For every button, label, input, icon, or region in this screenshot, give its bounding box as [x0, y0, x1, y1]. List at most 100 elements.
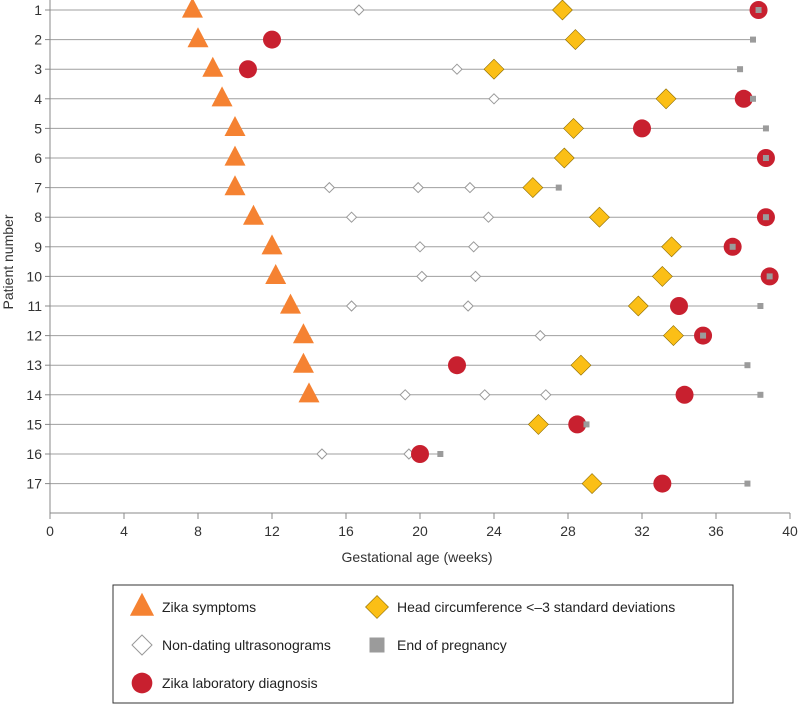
- hollow-diamond-point: [469, 270, 482, 283]
- y-tick-label: 16: [26, 446, 42, 462]
- y-tick-label: 13: [26, 357, 42, 373]
- square-point: [757, 303, 764, 309]
- y-tick-label: 17: [26, 476, 42, 492]
- y-tick-label: 3: [34, 61, 42, 77]
- diamond-point: [522, 177, 544, 199]
- circle-point: [568, 415, 587, 434]
- x-tick-label: 40: [782, 523, 798, 539]
- legend-label: Zika laboratory diagnosis: [162, 675, 318, 691]
- diamond-point: [663, 325, 684, 347]
- square-point: [737, 66, 744, 73]
- hollow-diamond-point: [316, 448, 328, 460]
- legend-marker-diamond: [365, 595, 389, 619]
- square-point: [750, 36, 756, 43]
- triangle-point: [292, 323, 314, 344]
- circle-point: [633, 119, 651, 138]
- y-tick-label: 7: [34, 180, 42, 196]
- hollow-diamond-point: [399, 389, 411, 401]
- legend-marker-hollow-diamond: [131, 634, 153, 656]
- y-tick-label: 9: [34, 239, 42, 255]
- square-point: [766, 273, 773, 280]
- triangle-point: [202, 56, 224, 77]
- x-tick-label: 16: [338, 523, 354, 539]
- square-point: [762, 155, 769, 161]
- triangle-point: [243, 204, 264, 225]
- y-tick-label: 8: [34, 209, 42, 225]
- square-point: [755, 7, 762, 13]
- triangle-point: [224, 145, 246, 166]
- x-tick-label: 24: [486, 523, 502, 539]
- hollow-diamond-point: [414, 241, 426, 253]
- triangle-point: [265, 264, 287, 284]
- hollow-diamond-point: [534, 329, 546, 342]
- diamond-point: [661, 236, 683, 258]
- hollow-diamond-point: [353, 4, 365, 16]
- data-marks: [181, 0, 779, 495]
- square-point: [757, 391, 764, 398]
- legend-marker-triangle: [129, 592, 155, 616]
- legend-box: [112, 584, 734, 704]
- hollow-diamond-point: [479, 389, 491, 401]
- hollow-diamond-point: [345, 300, 358, 312]
- legend-label: Head circumference <–3 standard deviatio…: [397, 599, 675, 615]
- square-point: [750, 95, 756, 102]
- circle-point: [653, 474, 672, 493]
- triangle-point: [181, 0, 203, 18]
- hollow-diamond-point: [451, 63, 463, 75]
- square-point: [729, 243, 736, 250]
- square-point: [762, 214, 769, 221]
- circle-point: [238, 60, 257, 79]
- y-tick-label: 4: [34, 91, 42, 107]
- y-tick-label: 2: [34, 32, 42, 48]
- hollow-diamond-point: [416, 270, 428, 283]
- y-tick-label: 11: [27, 298, 42, 314]
- diamond-point: [627, 295, 649, 317]
- legend-label: End of pregnancy: [397, 637, 507, 653]
- hollow-diamond-point: [464, 181, 476, 194]
- circle-point: [448, 356, 466, 375]
- triangle-point: [211, 86, 233, 107]
- y-tick-label: 10: [26, 268, 42, 284]
- legend-marker-square: [369, 637, 385, 653]
- square-point: [700, 332, 707, 339]
- square-point: [583, 421, 590, 428]
- x-tick-label: 20: [412, 523, 428, 539]
- diamond-point: [527, 413, 549, 435]
- triangle-point: [298, 382, 320, 403]
- hollow-diamond-point: [323, 181, 336, 194]
- x-tick-label: 28: [560, 523, 576, 539]
- diamond-point: [570, 354, 592, 376]
- square-point: [555, 184, 562, 191]
- x-tick-label: 36: [708, 523, 724, 539]
- y-tick-label: 5: [34, 120, 42, 136]
- y-axis-title: Patient number: [0, 214, 16, 309]
- y-tick-label: 15: [26, 416, 42, 432]
- diamond-point: [483, 58, 505, 80]
- y-tick-label: 6: [34, 150, 42, 166]
- circle-point: [734, 89, 753, 108]
- triangle-point: [280, 293, 301, 314]
- hollow-diamond-point: [345, 211, 358, 223]
- x-axis-title: Gestational age (weeks): [342, 549, 493, 565]
- legend-label: Non-dating ultrasonograms: [162, 637, 331, 653]
- y-tick-label: 12: [26, 328, 42, 344]
- circle-point: [411, 445, 429, 463]
- triangle-point: [224, 116, 246, 136]
- diamond-point: [553, 147, 575, 169]
- x-tick-label: 4: [120, 523, 128, 539]
- x-tick-label: 8: [194, 523, 202, 539]
- hollow-diamond-point: [412, 181, 424, 194]
- y-tick-label: 14: [26, 387, 42, 403]
- triangle-point: [187, 27, 209, 48]
- hollow-diamond-point: [488, 93, 500, 105]
- square-point: [762, 125, 769, 132]
- y-tick-label: 1: [34, 2, 42, 18]
- legend-marker-circle: [131, 672, 153, 694]
- triangle-point: [292, 352, 314, 373]
- square-point: [744, 362, 751, 369]
- legend: Zika symptoms Head circumference <–3 stan…: [112, 584, 734, 704]
- diamond-point: [563, 117, 584, 139]
- square-point: [437, 451, 444, 457]
